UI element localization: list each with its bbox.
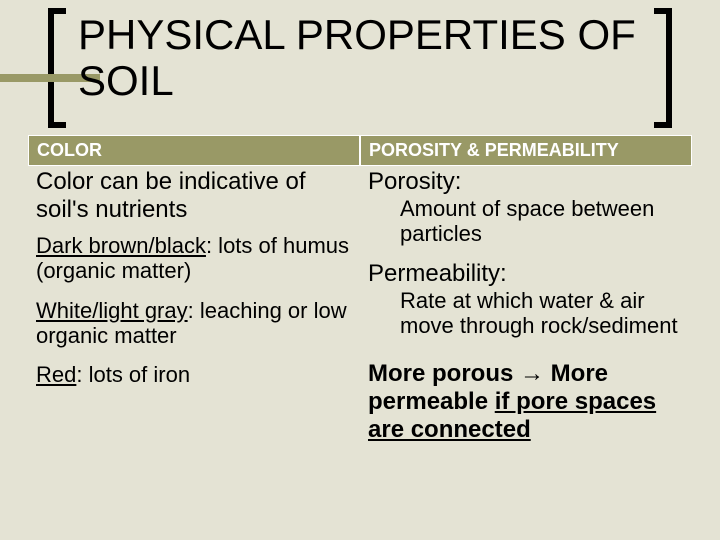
color-item-2-label: White/light gray xyxy=(36,298,188,323)
permeability-label: Permeability: xyxy=(368,260,684,288)
table-body-row: Color can be indicative of soil's nutrie… xyxy=(28,166,692,461)
color-item-2: White/light gray: leaching or low organi… xyxy=(36,298,352,349)
content-table: COLOR POROSITY & PERMEABILITY Color can … xyxy=(28,135,692,461)
table-header-row: COLOR POROSITY & PERMEABILITY xyxy=(28,135,692,166)
slide-title: PHYSICAL PROPERTIES OF SOIL xyxy=(78,12,672,104)
color-lead-text: Color can be indicative of soil's nutrie… xyxy=(36,168,352,223)
bracket-right xyxy=(654,8,672,128)
porosity-label: Porosity: xyxy=(368,168,684,196)
color-item-1: Dark brown/black: lots of humus (organic… xyxy=(36,233,352,284)
cell-porosity: Porosity: Amount of space between partic… xyxy=(360,166,692,461)
title-area: PHYSICAL PROPERTIES OF SOIL xyxy=(48,8,672,128)
conclusion-text: More porous → More permeable if pore spa… xyxy=(368,360,684,443)
color-item-3-text: : lots of iron xyxy=(76,362,190,387)
color-item-1-label: Dark brown/black xyxy=(36,233,206,258)
bracket-left xyxy=(48,8,66,128)
cell-color: Color can be indicative of soil's nutrie… xyxy=(28,166,360,461)
header-porosity: POROSITY & PERMEABILITY xyxy=(360,135,692,166)
permeability-definition: Rate at which water & air move through r… xyxy=(400,288,684,339)
color-item-3: Red: lots of iron xyxy=(36,362,352,387)
header-color: COLOR xyxy=(28,135,360,166)
color-item-3-label: Red xyxy=(36,362,76,387)
porosity-definition: Amount of space between particles xyxy=(400,196,684,247)
